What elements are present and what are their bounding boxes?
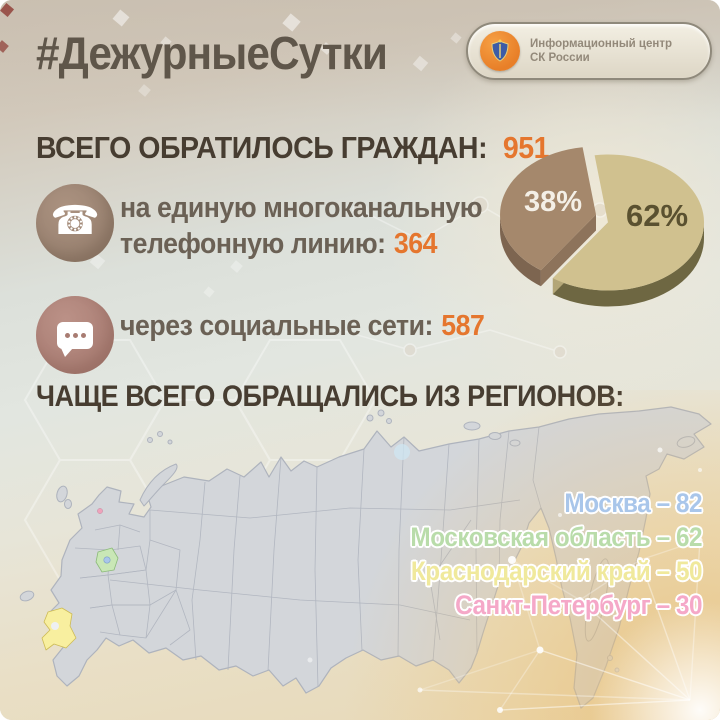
glow-decoration: [575, 585, 720, 720]
social-label: через социальные сети:: [120, 310, 433, 342]
phone-line1: на единую многоканальную: [120, 192, 483, 224]
region-stat: Краснодарский край – 50: [410, 556, 703, 586]
phone-line2: телефонную линию:: [120, 228, 386, 260]
pie-slice-38-cut: [540, 214, 596, 287]
pie-slice-62: [552, 154, 705, 291]
region-stats: Москва – 82 Московская область – 62 Красно…: [378, 486, 702, 622]
sk-logo-icon: [480, 31, 520, 71]
badge-line2: СК России: [530, 52, 590, 64]
plexus-decoration: [307, 444, 703, 713]
phone-channel-text: на единую многоканальную телефонную лини…: [120, 190, 483, 262]
social-channel-value: 587: [441, 310, 485, 342]
phone-channel-value: 364: [393, 228, 438, 260]
total-citizens-heading: ВСЕГО ОБРАТИЛОСЬ ГРАЖДАН: 951: [36, 130, 550, 166]
total-citizens-label: ВСЕГО ОБРАТИЛОСЬ ГРАЖДАН:: [36, 130, 488, 165]
badge-text: Информационный центр СК России: [530, 37, 672, 65]
map-highlight-krasnodar: [41, 607, 77, 651]
badge-line1: Информационный центр: [530, 38, 672, 50]
social-channel-text: через социальные сети: 587: [120, 310, 485, 343]
pie-slice-62-side: [552, 222, 704, 307]
pie-label-38: 38%: [524, 186, 583, 218]
pie-slice-38: [500, 147, 596, 271]
phone-icon: ☎: [50, 198, 100, 244]
chat-icon: [57, 321, 93, 357]
map-azov-sea: [51, 622, 59, 630]
region-stat: Санкт-Петербург – 30: [454, 590, 702, 620]
phone-icon-circle: ☎: [36, 184, 114, 262]
region-stat: Московская область – 62: [410, 522, 702, 552]
region-stat: Москва – 82: [564, 488, 702, 518]
hashtag-title: #ДежурныеСутки: [36, 27, 388, 79]
pie-slice-38-side: [500, 214, 541, 287]
pie-chart: [500, 147, 705, 307]
chat-icon-circle: [36, 296, 114, 374]
map-highlight-moscow-city: [103, 556, 111, 564]
pie-label-62: 62%: [626, 198, 689, 233]
info-center-badge: Информационный центр СК России: [466, 22, 712, 80]
map-highlight-saint-petersburg: [97, 508, 103, 514]
